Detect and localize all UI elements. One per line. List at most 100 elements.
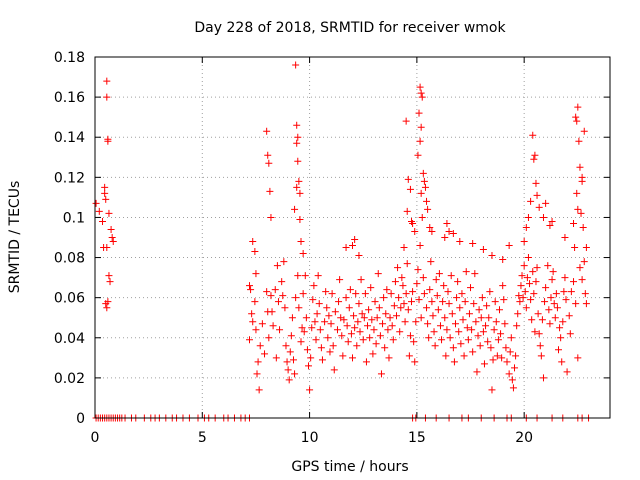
data-point	[505, 370, 513, 378]
data-point	[340, 316, 348, 324]
data-point	[416, 242, 424, 250]
data-point	[429, 312, 437, 320]
data-point	[531, 151, 539, 159]
data-point	[493, 352, 501, 360]
data-point	[104, 298, 112, 306]
data-point	[565, 312, 573, 320]
data-point	[293, 139, 301, 147]
data-point	[520, 238, 528, 246]
data-point	[288, 314, 296, 322]
data-point	[106, 278, 114, 286]
data-point	[505, 242, 513, 250]
data-point	[390, 302, 398, 310]
data-point	[251, 298, 259, 306]
data-point	[297, 238, 305, 246]
data-point	[102, 195, 110, 203]
data-point	[369, 350, 377, 358]
data-point	[574, 103, 582, 111]
data-point	[278, 278, 286, 286]
data-point	[420, 177, 428, 185]
data-point	[473, 368, 481, 376]
data-point	[449, 344, 457, 352]
data-point	[269, 322, 277, 330]
data-point	[353, 342, 361, 350]
data-point	[297, 338, 305, 346]
data-point	[355, 300, 363, 308]
data-point	[515, 292, 523, 300]
data-point	[427, 258, 435, 266]
data-point	[92, 199, 100, 207]
data-point	[322, 288, 330, 296]
y-tick-label: 0.08	[54, 251, 85, 267]
data-point	[529, 268, 537, 276]
data-point	[524, 213, 532, 221]
data-point	[299, 250, 307, 258]
data-point	[299, 290, 307, 298]
data-point	[423, 304, 431, 312]
data-point	[291, 370, 299, 378]
data-point	[327, 320, 335, 328]
data-point	[439, 298, 447, 306]
data-point	[566, 330, 574, 338]
data-point	[402, 290, 410, 298]
data-point	[514, 310, 522, 318]
data-point	[330, 366, 338, 374]
data-point	[405, 352, 413, 360]
data-point	[435, 270, 443, 278]
data-point	[516, 298, 524, 306]
data-point	[414, 266, 422, 274]
data-point	[424, 320, 432, 328]
data-point	[264, 151, 272, 159]
data-point	[562, 296, 570, 304]
data-point	[528, 316, 536, 324]
data-point	[480, 360, 488, 368]
data-point	[575, 137, 583, 145]
data-point	[258, 320, 266, 328]
data-point	[499, 256, 507, 264]
data-point	[380, 294, 388, 302]
y-tick-label: 0.02	[54, 371, 85, 387]
data-point	[501, 320, 509, 328]
data-point	[479, 246, 487, 254]
data-point	[532, 278, 540, 286]
data-point	[338, 332, 346, 340]
data-point	[468, 326, 476, 334]
data-point	[533, 264, 541, 272]
data-point	[438, 336, 446, 344]
data-point	[342, 294, 350, 302]
data-point	[381, 344, 389, 352]
data-point	[531, 328, 539, 336]
data-point	[469, 348, 477, 356]
data-point	[417, 314, 425, 322]
data-point	[247, 286, 255, 294]
data-point	[99, 217, 107, 225]
data-point	[368, 316, 376, 324]
data-point	[364, 322, 372, 330]
data-point	[256, 342, 264, 350]
data-point	[261, 350, 269, 358]
data-point	[248, 310, 256, 318]
x-axis-label: GPS time / hours	[291, 459, 408, 475]
data-point	[263, 288, 271, 296]
data-point	[298, 324, 306, 332]
data-point	[507, 334, 515, 342]
data-point	[458, 290, 466, 298]
data-point	[416, 83, 424, 91]
data-point	[580, 127, 588, 135]
data-point	[433, 292, 441, 300]
data-point	[400, 300, 408, 308]
data-point	[285, 376, 293, 384]
data-point	[303, 346, 311, 354]
data-point	[107, 225, 115, 233]
data-point	[374, 270, 382, 278]
data-point	[432, 276, 440, 284]
data-point	[537, 352, 545, 360]
data-point	[292, 294, 300, 302]
data-point	[581, 290, 589, 298]
data-point	[388, 322, 396, 330]
data-point	[453, 294, 461, 302]
data-point	[252, 326, 260, 334]
x-tick-label: 10	[301, 430, 319, 446]
axes: 0 0.02 0.04 0.06 0.08 0.1 0.12 0.14 0.16 0.18 0 5 10…	[54, 50, 610, 446]
data-point	[485, 314, 493, 322]
